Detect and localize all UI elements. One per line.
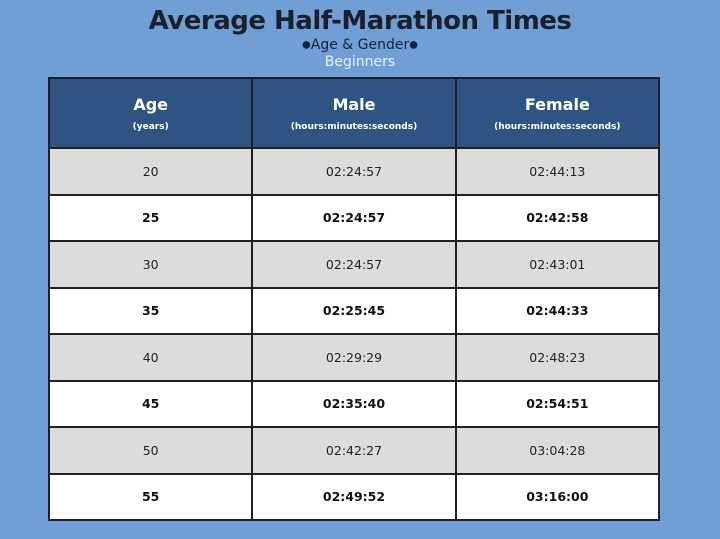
table-header-row: Age (years) Male (hours:minutes:seconds)…: [47, 77, 661, 149]
age-cell: 50: [47, 426, 254, 475]
age-cell: 35: [47, 286, 254, 335]
male-time-cell: 02:24:57: [251, 147, 457, 196]
male-time-cell: 02:29:29: [251, 333, 457, 382]
column-header-age: Age (years): [47, 77, 254, 149]
level-label: Beginners: [324, 54, 396, 70]
female-time-cell: 02:43:01: [454, 240, 661, 289]
table-row: 20 02:24:57 02:44:13: [47, 147, 661, 196]
column-header-label: Female: [524, 94, 590, 114]
column-header-label: Male: [332, 94, 376, 114]
times-table: Age (years) Male (hours:minutes:seconds)…: [47, 77, 661, 521]
male-time-cell: 02:24:57: [251, 193, 457, 242]
column-header-unit: (years): [132, 121, 169, 132]
male-time-cell: 02:49:52: [251, 472, 457, 521]
age-cell: 55: [47, 472, 254, 521]
column-header-unit: (hours:minutes:seconds): [290, 121, 418, 132]
female-time-cell: 02:54:51: [454, 379, 661, 428]
column-header-unit: (hours:minutes:seconds): [494, 121, 621, 132]
table-row: 25 02:24:57 02:42:58: [47, 193, 661, 242]
column-header-female: Female (hours:minutes:seconds): [454, 77, 661, 149]
subtitle: ●Age & Gender●: [0, 37, 720, 53]
age-cell: 30: [47, 240, 254, 289]
male-time-cell: 02:25:45: [251, 286, 457, 335]
column-header-male: Male (hours:minutes:seconds): [251, 77, 457, 149]
female-time-cell: 02:42:58: [454, 193, 661, 242]
male-time-cell: 02:42:27: [251, 426, 457, 475]
page-title: Average Half-Marathon Times: [148, 6, 572, 36]
bullet-left-icon: ●: [302, 39, 311, 51]
male-time-cell: 02:24:57: [251, 240, 457, 289]
female-time-cell: 02:48:23: [454, 333, 661, 382]
male-time-cell: 02:35:40: [251, 379, 457, 428]
female-time-cell: 02:44:13: [454, 147, 661, 196]
table-row: 55 02:49:52 03:16:00: [47, 472, 661, 521]
age-cell: 40: [47, 333, 254, 382]
table-row: 30 02:24:57 02:43:01: [47, 240, 661, 289]
table-row: 40 02:29:29 02:48:23: [47, 333, 661, 382]
table-row: 45 02:35:40 02:54:51: [47, 379, 661, 428]
female-time-cell: 03:04:28: [454, 426, 661, 475]
age-cell: 20: [47, 147, 254, 196]
age-cell: 45: [47, 379, 254, 428]
column-header-label: Age: [133, 94, 168, 114]
female-time-cell: 03:16:00: [454, 472, 661, 521]
table-row: 35 02:25:45 02:44:33: [47, 286, 661, 335]
table-row: 50 02:42:27 03:04:28: [47, 426, 661, 475]
age-cell: 25: [47, 193, 254, 242]
female-time-cell: 02:44:33: [454, 286, 661, 335]
subtitle-text: Age & Gender: [310, 37, 410, 53]
bullet-right-icon: ●: [409, 39, 418, 51]
